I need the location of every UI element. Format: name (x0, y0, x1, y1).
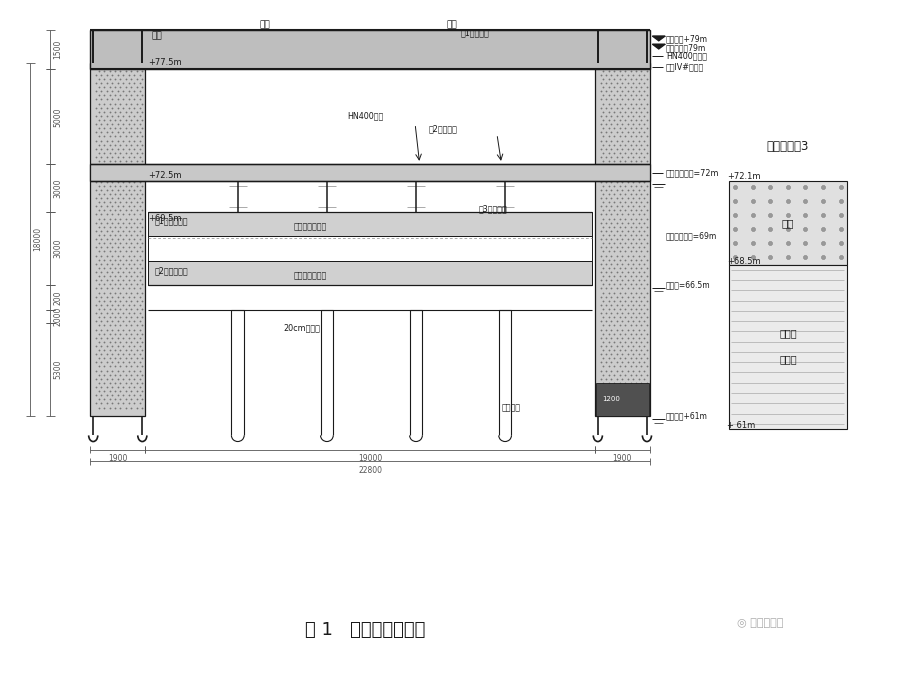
Text: 强风化: 强风化 (778, 329, 796, 338)
Text: 第一层水台浇筑: 第一层水台浇筑 (293, 271, 327, 280)
Text: +68.5m: +68.5m (726, 257, 760, 266)
Text: 2000: 2000 (53, 307, 62, 326)
Text: 设计高水位79m: 设计高水位79m (665, 43, 705, 52)
Text: 1200: 1200 (602, 396, 619, 402)
Text: 图 1   鉢围堰结构侧视: 图 1 鉢围堰结构侧视 (304, 621, 425, 638)
Text: 承台底=66.5m: 承台底=66.5m (665, 280, 710, 289)
Text: 18000: 18000 (33, 227, 42, 251)
Text: HN400外圈架: HN400外圈架 (665, 51, 706, 60)
Text: +72.5m: +72.5m (148, 170, 181, 180)
Text: 第二层水台浇筑: 第二层水台浇筑 (293, 222, 327, 231)
Text: 细砂岩: 细砂岩 (778, 355, 796, 364)
Text: 第1层砂垫圈架: 第1层砂垫圈架 (155, 217, 189, 226)
Bar (148, 212, 592, 236)
Text: +69.5m: +69.5m (148, 214, 181, 223)
Text: 塔柱: 塔柱 (151, 31, 162, 40)
Text: 200: 200 (53, 291, 62, 305)
Text: 第二层承台顶=72m: 第二层承台顶=72m (665, 168, 719, 177)
Bar (90, 63, 145, 416)
Text: 钢板底至+79m: 钢板底至+79m (665, 34, 707, 43)
Text: 补勘柱状图3: 补勘柱状图3 (766, 140, 808, 153)
Text: 1900: 1900 (612, 454, 631, 463)
Text: +72.1m: +72.1m (726, 172, 760, 181)
Text: 5300: 5300 (53, 359, 62, 379)
Text: ◎ 拉森鉢板桦: ◎ 拉森鉢板桦 (737, 618, 783, 628)
Text: 钢板底座+61m: 钢板底座+61m (665, 411, 707, 420)
Bar (728, 181, 846, 265)
Text: 第1层内支撑: 第1层内支撑 (460, 29, 489, 38)
Text: 3000: 3000 (53, 179, 62, 198)
Polygon shape (651, 36, 664, 41)
Text: 卵石: 卵石 (781, 218, 793, 228)
Bar (728, 265, 846, 429)
Bar (90, 164, 649, 181)
Text: + 61m: + 61m (726, 421, 754, 430)
Text: HN400立柱: HN400立柱 (346, 111, 383, 120)
Text: +77.5m: +77.5m (148, 58, 181, 67)
Text: 第2层砂垫圈架: 第2层砂垫圈架 (155, 266, 189, 276)
Text: 3000: 3000 (53, 239, 62, 258)
Text: 拉森IV#钢板桩: 拉森IV#钢板桩 (665, 63, 703, 72)
Text: 第一层承台顶=69m: 第一层承台顶=69m (665, 231, 716, 240)
Text: 第2层内支撑: 第2层内支撑 (428, 125, 457, 134)
Bar (90, 30, 649, 70)
Text: 20cm垫块层: 20cm垫块层 (283, 323, 320, 332)
Text: 5000: 5000 (53, 107, 62, 127)
Text: 第3层内支撑: 第3层内支撑 (478, 204, 507, 213)
Polygon shape (651, 44, 664, 49)
Text: 1900: 1900 (108, 454, 128, 463)
Bar (595, 63, 649, 416)
Text: 1500: 1500 (53, 40, 62, 59)
Bar (596, 383, 648, 416)
Text: 泄孔堵口: 泄孔堵口 (501, 403, 520, 412)
Bar (148, 261, 592, 284)
Text: 22800: 22800 (358, 466, 382, 475)
Text: 19000: 19000 (357, 454, 382, 463)
Text: 塔柱: 塔柱 (260, 20, 271, 29)
Text: 墩柱: 墩柱 (446, 20, 457, 29)
